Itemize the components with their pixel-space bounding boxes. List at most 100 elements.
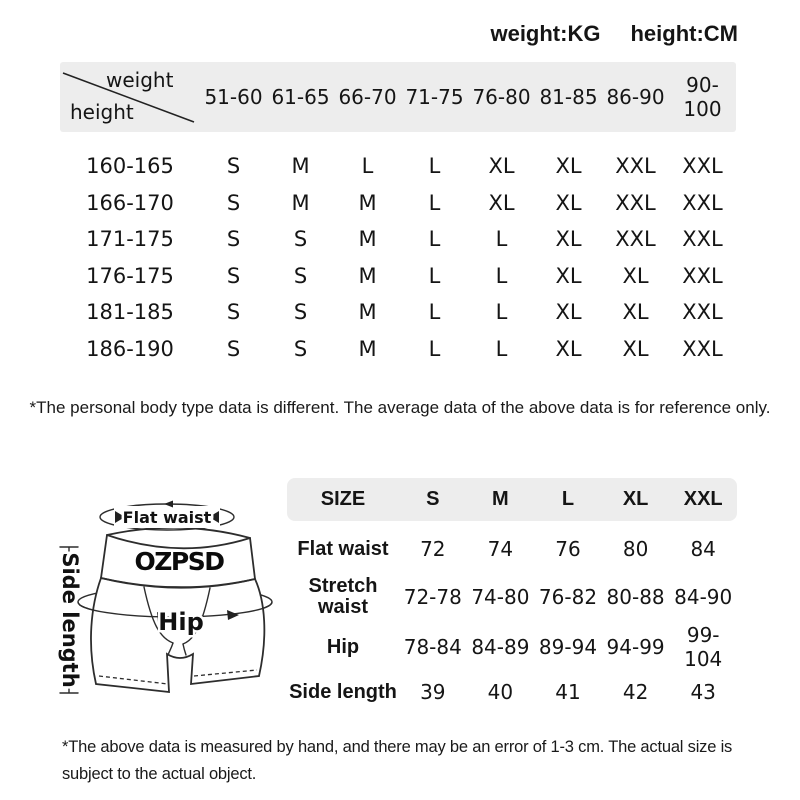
measure-header-cell: M — [492, 488, 509, 510]
measure-row-label: Hip — [326, 635, 360, 658]
size-value-cell: XL — [622, 300, 649, 325]
measure-value-cell: 43 — [690, 680, 716, 704]
size-value-cell: L — [428, 300, 441, 325]
size-value-cell: XXL — [682, 154, 723, 179]
hip-arrow-icon — [157, 612, 169, 622]
size-value-cell: L — [428, 263, 441, 288]
measure-row-label: Flat waist — [297, 537, 389, 560]
ellipse-top-arrow-icon — [164, 500, 173, 508]
measure-row: Stretch waist 72-78 74-80 76-82 80-88 84-90 — [287, 571, 737, 623]
corner-height-label: height — [70, 100, 134, 124]
weight-range-header: 90-100 — [683, 73, 722, 121]
size-value-cell: XXL — [682, 190, 723, 215]
size-chart-corner-cell: weight height — [60, 62, 200, 132]
size-value-cell: M — [358, 227, 377, 252]
size-value-cell: M — [358, 263, 377, 288]
size-value-cell: XL — [555, 190, 582, 215]
measure-value-cell: 99-104 — [684, 623, 723, 671]
measure-value-cell: 94-99 — [606, 635, 665, 659]
size-value-cell: XXL — [615, 190, 656, 215]
size-value-cell: M — [291, 190, 310, 215]
measurements-table: SIZE S M L XL XXL Flat waist 72 74 76 80 84 Stretch… — [287, 478, 737, 715]
measure-value-cell: 42 — [622, 680, 649, 704]
hip-diagram-label: Hip — [158, 608, 204, 636]
size-value-cell: XL — [622, 336, 649, 361]
flat-waist-diagram-label: Flat waist — [123, 508, 212, 527]
crotch-seams — [167, 642, 187, 656]
size-value-cell: L — [495, 227, 508, 252]
pouch-right-seam — [182, 587, 211, 645]
size-value-cell: M — [358, 190, 377, 215]
size-value-cell: S — [293, 336, 308, 361]
height-range-label: 176-175 — [86, 263, 174, 288]
size-value-cell: XXL — [682, 336, 723, 361]
size-value-cell: L — [361, 154, 374, 179]
height-range-label: 181-185 — [86, 300, 174, 325]
side-length-diagram-label: Side length — [58, 552, 82, 687]
measure-header-cell: XXL — [683, 488, 723, 510]
size-value-cell: XL — [555, 263, 582, 288]
size-value-cell: S — [226, 154, 241, 179]
measure-value-cell: 74 — [487, 537, 514, 561]
measure-value-cell: 84-89 — [471, 635, 530, 659]
flat-waist-label-mask — [114, 506, 220, 528]
size-value-cell: XL — [555, 300, 582, 325]
measure-value-cell: 72 — [420, 537, 446, 561]
measure-header-cell: SIZE — [320, 488, 366, 510]
weight-range-header: 51-60 — [204, 85, 263, 109]
measure-value-cell: 80-88 — [606, 585, 665, 609]
corner-weight-label: weight — [106, 68, 174, 92]
size-value-cell: XXL — [682, 300, 723, 325]
measure-body: Flat waist 72 74 76 80 84 Stretch waist 72-78 74… — [287, 527, 737, 715]
waistband-bottom-seam — [100, 577, 256, 589]
size-chart-row: 171-175 S S M L L XL XXL XXL — [60, 221, 736, 258]
measure-value-cell: 89-94 — [538, 635, 598, 659]
size-chart-body: 160-165 S M L L XL XL XXL XXL 166-170 S M M L XL XL XXL X… — [60, 148, 736, 367]
weight-range-header: 61-65 — [271, 85, 330, 109]
size-value-cell: L — [428, 190, 441, 215]
size-value-cell: L — [428, 154, 441, 179]
measure-value-cell: 41 — [555, 680, 581, 704]
size-value-cell: S — [226, 190, 241, 215]
size-value-cell: S — [293, 227, 308, 252]
measure-value-cell: 74-80 — [471, 585, 530, 609]
flat-waist-arrow-icon — [115, 511, 125, 523]
size-value-cell: XXL — [682, 263, 723, 288]
size-value-cell: XXL — [682, 227, 723, 252]
measure-value-cell: 84-90 — [674, 585, 733, 609]
size-value-cell: M — [358, 300, 377, 325]
size-chart-header: weight height 51-60 61-65 66-70 71-75 76-80 8… — [60, 62, 736, 132]
size-chart-note: *The personal body type data is differen… — [29, 398, 771, 417]
size-value-cell: L — [495, 336, 508, 361]
size-value-cell: XXL — [615, 227, 656, 252]
size-value-cell: S — [226, 227, 241, 252]
measure-value-cell: 72-78 — [403, 585, 462, 609]
size-value-cell: XL — [555, 154, 582, 179]
height-unit-label: height:CM — [630, 21, 738, 46]
size-chart-row: 166-170 S M M L XL XL XXL XXL — [60, 185, 736, 222]
size-value-cell: S — [226, 263, 241, 288]
side-length-measure-line — [59, 546, 79, 694]
waistband-sides — [100, 534, 256, 580]
weight-range-header: 66-70 — [338, 85, 397, 109]
diagonal-divider-line — [62, 72, 195, 123]
measure-row: Hip 78-84 84-89 89-94 94-99 99-104 — [287, 623, 737, 671]
left-hem-stitch — [98, 675, 169, 685]
size-value-cell: XXL — [615, 154, 656, 179]
pouch-left-seam — [143, 586, 174, 644]
hip-arrow-icon — [227, 610, 239, 620]
size-value-cell: S — [226, 300, 241, 325]
measure-row: Side length 39 40 41 42 43 — [287, 669, 737, 715]
size-value-cell: L — [495, 263, 508, 288]
waistband-front-rim — [106, 534, 251, 550]
measure-value-cell: 80 — [622, 537, 649, 561]
size-value-cell: XL — [555, 227, 582, 252]
measure-header-cell: S — [426, 488, 440, 510]
size-value-cell: S — [293, 263, 308, 288]
size-value-cell: S — [226, 336, 241, 361]
boxer-shorts-diagram: Flat waist OZPSD Hip Side length — [40, 486, 300, 716]
size-value-cell: M — [358, 336, 377, 361]
hip-measure-front-arc — [77, 601, 273, 618]
measure-value-cell: 84 — [690, 537, 716, 561]
measure-row-label: Side length — [289, 680, 397, 703]
